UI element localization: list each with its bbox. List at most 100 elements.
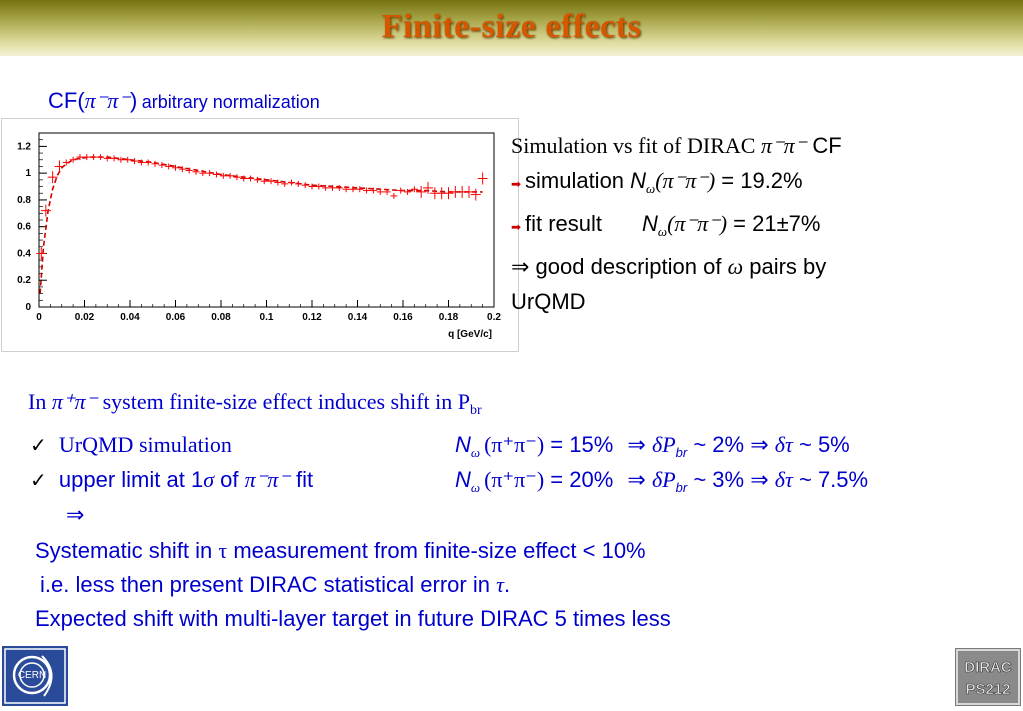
row-upper-arrow-1: ⇒ [627, 467, 646, 492]
data-point [226, 172, 234, 179]
data-point [301, 182, 309, 189]
row-upper-dtau: δτ [774, 467, 793, 492]
slide-title: Finite-size effects [381, 8, 642, 45]
sim-heading-symbol: π⁻π⁻ [760, 133, 807, 158]
data-point [383, 188, 391, 195]
data-point [281, 180, 289, 187]
row-upper-arrow-2: ⇒ [750, 467, 769, 492]
row-upper-b: of [214, 467, 245, 492]
data-point [117, 156, 125, 163]
data-point [328, 184, 336, 191]
x-tick-label: 0.18 [439, 312, 459, 323]
sim-line-1: Simulation vs fit of DIRAC π⁻π⁻ CF [511, 128, 842, 163]
data-point [137, 159, 145, 166]
sim-paren: (π⁻π⁻) [655, 168, 716, 193]
implies-arrow: ⇒ [511, 254, 530, 279]
data-point [40, 204, 51, 217]
correlation-plot: 0 0.02 0.04 0.06 0.08 0.1 0.12 0.14 0.16 0.18 0.2 0… [1, 118, 519, 352]
sim-N: N [630, 168, 647, 193]
data-point [62, 159, 70, 166]
conclusion-2a: i.e. less then present DIRAC statistical… [40, 572, 497, 597]
data-point [47, 171, 58, 184]
data-point [390, 192, 398, 199]
data-point [103, 155, 111, 162]
sim-label: simulation [525, 168, 631, 193]
conclusion-line-3: Expected shift with multi-layer target i… [35, 606, 671, 631]
data-point [178, 166, 186, 173]
dirac-logo-icon: DIRAC PS212 [956, 649, 1020, 705]
row-upper-a: upper limit at 1 [58, 467, 204, 492]
x-tick-label: 0.1 [260, 312, 274, 323]
conclusion-1-tau: τ [218, 538, 228, 563]
data-point [69, 156, 77, 163]
data-point [212, 171, 220, 178]
plot-svg: 0 0.02 0.04 0.06 0.08 0.1 0.12 0.14 0.16 0.18 0.2 0… [17, 132, 501, 340]
data-point [240, 175, 248, 182]
fit-value: = 21±7% [727, 211, 821, 236]
data-point [308, 183, 316, 190]
cf-prefix: CF( [48, 88, 85, 113]
data-point [144, 159, 152, 166]
x-tick-label: 0.06 [166, 312, 186, 323]
fit-N: N [642, 211, 658, 236]
checkmark-icon: ✓ [30, 470, 47, 492]
data-point [219, 172, 227, 179]
data-point [131, 158, 139, 165]
row-urqmd-dtau: δτ [774, 432, 793, 457]
ps212-logo-text: PS212 [965, 681, 1010, 698]
fit-paren: (π⁻π⁻) [667, 211, 728, 236]
sim-heading-cf: CF [806, 133, 842, 158]
data-point [36, 247, 47, 260]
row-upper-values: Nω (π⁺π⁻) = 20% ⇒ δPbr ~ 3% ⇒ δτ ~ 7.5% [455, 467, 868, 496]
x-tick-label: 0.04 [120, 312, 140, 323]
row-urqmd-v1: ~ 2% [687, 432, 745, 457]
x-tick-label: 0.14 [348, 312, 368, 323]
row-upper-br: br [675, 480, 688, 495]
shift-sub: br [470, 403, 482, 418]
x-tick-label: 0.2 [487, 312, 501, 323]
shift-statement: In π⁺π⁻ system finite-size effect induce… [28, 389, 482, 419]
fit-omega: ω [657, 224, 668, 239]
cern-logo: CERN [2, 646, 68, 706]
row-upper-limit: ✓ upper limit at 1σ of π⁻π⁻ fit [30, 467, 313, 493]
cf-header: CF(π⁻π⁻) arbitrary normalization [48, 88, 320, 114]
data-point [376, 188, 384, 195]
sim-line-3: ➡ fit result Nω(π⁻π⁻) = 21±7% [511, 206, 842, 249]
sim-line-4: ⇒ good description of ω pairs by [511, 249, 842, 284]
row-upper-sigma: σ [203, 467, 215, 492]
cf-suffix: ) [129, 88, 138, 113]
row-upper-v2: ~ 7.5% [792, 467, 869, 492]
data-point [423, 181, 434, 194]
row-urqmd-label: UrQMD simulation [58, 432, 232, 457]
conclusion-1a: Systematic shift in [35, 538, 219, 563]
data-point [172, 164, 179, 171]
data-point [83, 154, 91, 161]
x-tick-label: 0.16 [393, 312, 413, 323]
bullet-arrow-icon: ➡ [511, 177, 522, 191]
data-point [404, 188, 412, 195]
data-point [110, 155, 118, 162]
data-point [397, 187, 405, 194]
data-point [369, 187, 377, 194]
data-point [356, 186, 364, 193]
shift-symbol: π⁺π⁻ [51, 389, 98, 414]
data-point [253, 176, 261, 183]
title-bar [0, 0, 1023, 56]
sim-heading: Simulation vs fit of DIRAC [511, 133, 761, 158]
data-point [335, 184, 343, 191]
data-point [90, 154, 98, 161]
data-point [342, 186, 350, 193]
cf-note: arbitrary normalization [141, 92, 320, 112]
data-point [315, 183, 323, 190]
cern-logo-text: CERN [18, 670, 46, 681]
conclusion-line-1: Systematic shift in τ measurement from f… [35, 538, 646, 564]
data-point [199, 170, 207, 177]
conclusion-1b: measurement from finite-size effect < 10… [227, 538, 646, 563]
row-urqmd-paren: (π⁺π⁻) [484, 432, 545, 457]
cern-logo-icon: CERN [4, 648, 66, 704]
row-upper-paren: (π⁺π⁻) [484, 467, 545, 492]
dirac-logo: DIRAC PS212 [955, 648, 1021, 706]
row-urqmd-br: br [675, 445, 688, 460]
data-point [192, 168, 200, 175]
shift-a: In [28, 389, 52, 414]
